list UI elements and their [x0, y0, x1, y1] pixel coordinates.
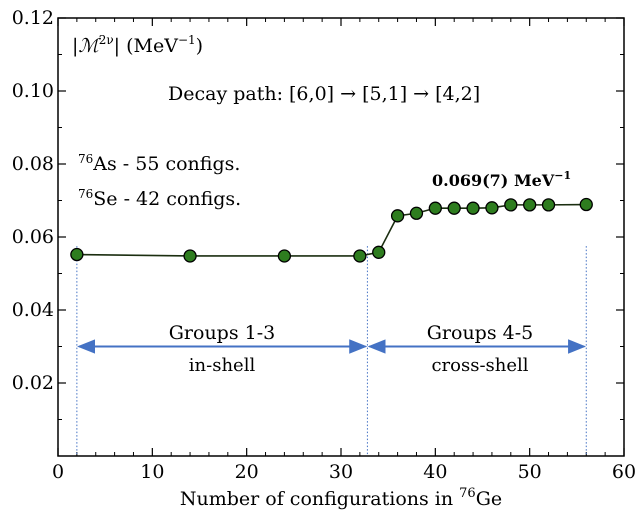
- y-axis-label: |ℳ2ν| (MeV−1): [72, 33, 203, 57]
- x-tick-label-40: 40: [423, 461, 447, 483]
- group-boundary-lines: [76, 246, 587, 456]
- x-tick-label-0: 0: [52, 461, 64, 483]
- x-tick-label-10: 10: [140, 461, 164, 483]
- y-tick-label: 0.04: [12, 299, 54, 321]
- y-tick-label: 0.08: [12, 153, 54, 175]
- data-point: [409, 206, 424, 220]
- data-point: [70, 247, 84, 262]
- axis-ticks: 0 10 20 30 40 50 60 0.02 0.04 0.06 0.08 0.10 0.12: [12, 7, 636, 483]
- as-configs-annotation: 76As - 55 configs.: [78, 152, 240, 175]
- group1-title: Groups 1-3: [169, 322, 276, 344]
- data-point: [372, 245, 386, 259]
- series-line-group: [76, 203, 587, 257]
- data-point: [183, 249, 197, 263]
- data-point: [353, 249, 367, 263]
- x-tick-label-60: 60: [612, 461, 636, 483]
- series-points-group: [70, 197, 593, 263]
- x-tick-label-20: 20: [235, 461, 259, 483]
- series-line: [76, 203, 587, 257]
- data-point: [541, 198, 556, 212]
- x-tick-label-50: 50: [518, 461, 542, 483]
- data-point: [579, 197, 593, 212]
- data-point: [390, 209, 405, 223]
- group1-subtitle: in-shell: [189, 355, 256, 376]
- data-point: [523, 198, 537, 212]
- data-point: [485, 201, 499, 215]
- y-tick-label: 0.02: [12, 372, 54, 394]
- data-point: [466, 201, 480, 215]
- x-axis-label: Number of configurations in 76Ge: [180, 486, 502, 510]
- se-configs-annotation: 76Se - 42 configs.: [78, 187, 241, 210]
- y-tick-label: 0.06: [12, 226, 54, 248]
- result-value-annotation: 0.069(7) MeV−1: [432, 169, 571, 190]
- decay-path-annotation: Decay path: [6,0] → [5,1] → [4,2]: [168, 83, 480, 105]
- data-point: [504, 198, 518, 212]
- group2-subtitle: cross-shell: [431, 355, 528, 376]
- y-tick-label: 0.12: [12, 7, 54, 29]
- data-point: [277, 249, 292, 263]
- y-tick-label: 0.10: [12, 80, 54, 102]
- x-tick-label-30: 30: [329, 461, 353, 483]
- group2-title: Groups 4-5: [427, 322, 534, 344]
- data-point: [428, 201, 442, 215]
- data-point: [447, 201, 461, 215]
